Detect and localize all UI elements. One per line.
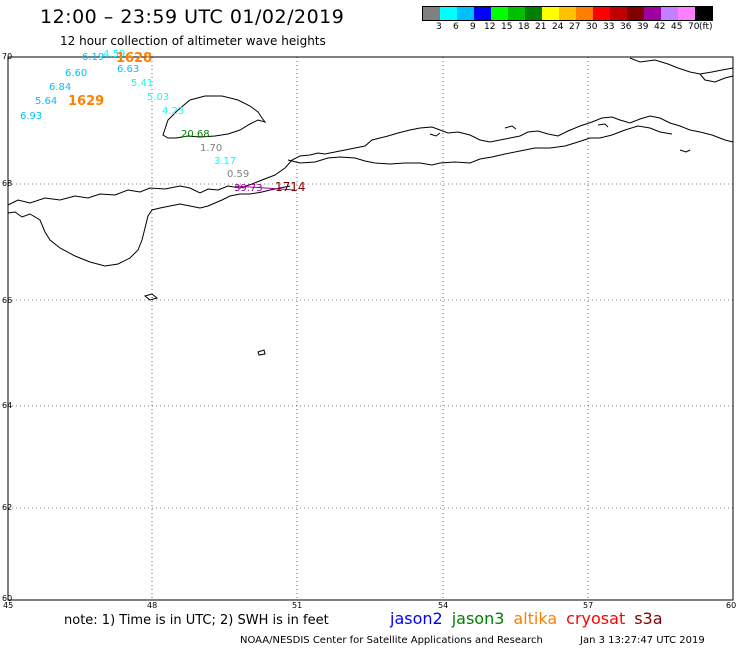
credit-line: NOAA/NESDIS Center for Satellite Applica… xyxy=(240,635,543,646)
obs-label: 1629 xyxy=(68,94,105,109)
color-swatch xyxy=(661,7,678,20)
color-swatch xyxy=(695,7,712,20)
color-scale-label: 6 xyxy=(453,22,459,32)
obs-label: 4.59 xyxy=(103,49,126,60)
obs-label: 1628 xyxy=(116,51,153,66)
lat-label-66: 66 xyxy=(2,296,13,305)
obs-label: 6.93 xyxy=(20,111,43,122)
color-swatch xyxy=(440,7,457,20)
satellite-legend-item: jason2 xyxy=(390,609,443,628)
color-swatch xyxy=(678,7,695,20)
lon-label-48: 48 xyxy=(147,601,158,610)
color-swatch xyxy=(474,7,491,20)
color-scale-unit: (ft) xyxy=(699,22,713,32)
color-scale-label: 33 xyxy=(603,22,615,32)
satellite-legend-item: altika xyxy=(513,609,558,628)
lat-label-62: 62 xyxy=(2,503,13,512)
color-scale-label: 42 xyxy=(654,22,666,32)
color-swatch xyxy=(457,7,474,20)
color-swatch xyxy=(525,7,542,20)
color-swatch xyxy=(491,7,508,20)
color-swatch xyxy=(559,7,576,20)
color-swatch xyxy=(644,7,661,20)
lat-label-64: 64 xyxy=(2,401,13,410)
color-scale-label: 24 xyxy=(552,22,564,32)
color-scale-label: 9 xyxy=(470,22,476,32)
obs-label: 6.60 xyxy=(65,68,88,79)
color-swatch xyxy=(610,7,627,20)
lon-label-54: 54 xyxy=(438,601,449,610)
lat-label-70: 70 xyxy=(2,52,13,61)
obs-label: 1714 xyxy=(275,180,306,194)
footer-note: note: 1) Time is in UTC; 2) SWH is in fe… xyxy=(64,613,329,628)
lon-label-60: 60 xyxy=(726,601,737,610)
color-scale-label: 21 xyxy=(535,22,547,32)
color-scale-labels: 3 6 9 12 15 18 21 24 27 30 33 36 39 42 45 70 (ft) xyxy=(422,22,740,34)
obs-label: 20.68 xyxy=(181,129,210,140)
color-scale-label: 70 xyxy=(688,22,700,32)
page-title: 12:00 – 23:59 UTC 01/02/2019 xyxy=(40,6,345,28)
lat-label-68: 68 xyxy=(2,179,13,188)
lat-label-60: 60 xyxy=(2,594,13,603)
grid xyxy=(8,57,733,600)
generated-timestamp: Jan 3 13:27:47 UTC 2019 xyxy=(580,635,705,646)
color-scale-label: 36 xyxy=(620,22,632,32)
obs-label: 0.59 xyxy=(227,169,250,180)
obs-label: 6.19 xyxy=(82,52,105,63)
color-scale-label: 39 xyxy=(637,22,649,32)
color-scale-bar xyxy=(422,6,713,21)
lon-label-51: 51 xyxy=(292,601,303,610)
page-subtitle: 12 hour collection of altimeter wave hei… xyxy=(60,34,326,48)
obs-label: 1.70 xyxy=(200,143,223,154)
obs-label: 5.03 xyxy=(147,92,170,103)
color-scale-label: 27 xyxy=(569,22,581,32)
obs-label: 3.17 xyxy=(214,156,237,167)
lon-label-45: 45 xyxy=(3,601,14,610)
color-swatch xyxy=(508,7,525,20)
obs-label: 39.73 xyxy=(234,183,263,194)
obs-label: 4.23 xyxy=(162,106,185,117)
color-swatch xyxy=(627,7,644,20)
color-scale-label: 12 xyxy=(484,22,496,32)
lon-label-57: 57 xyxy=(583,601,594,610)
color-scale-label: 30 xyxy=(586,22,598,32)
color-swatch xyxy=(542,7,559,20)
map-frame xyxy=(7,56,734,601)
obs-label: 6.63 xyxy=(117,64,140,75)
obs-label: 5.41 xyxy=(131,78,154,89)
satellite-legend-item: s3a xyxy=(634,609,663,628)
color-scale-label: 45 xyxy=(671,22,683,32)
satellite-track xyxy=(234,185,296,191)
satellite-legend-item: cryosat xyxy=(566,609,626,628)
coastline xyxy=(7,57,734,356)
color-swatch xyxy=(593,7,610,20)
color-scale-label: 15 xyxy=(501,22,513,32)
color-swatch xyxy=(423,7,440,20)
color-scale-label: 18 xyxy=(518,22,530,32)
color-swatch xyxy=(576,7,593,20)
obs-label: 5.64 xyxy=(35,96,58,107)
color-scale-label: 3 xyxy=(436,22,442,32)
satellite-legend: jason2 jason3 altika cryosat s3a xyxy=(390,609,672,628)
satellite-legend-item: jason3 xyxy=(451,609,505,628)
obs-label: 6.84 xyxy=(49,82,72,93)
